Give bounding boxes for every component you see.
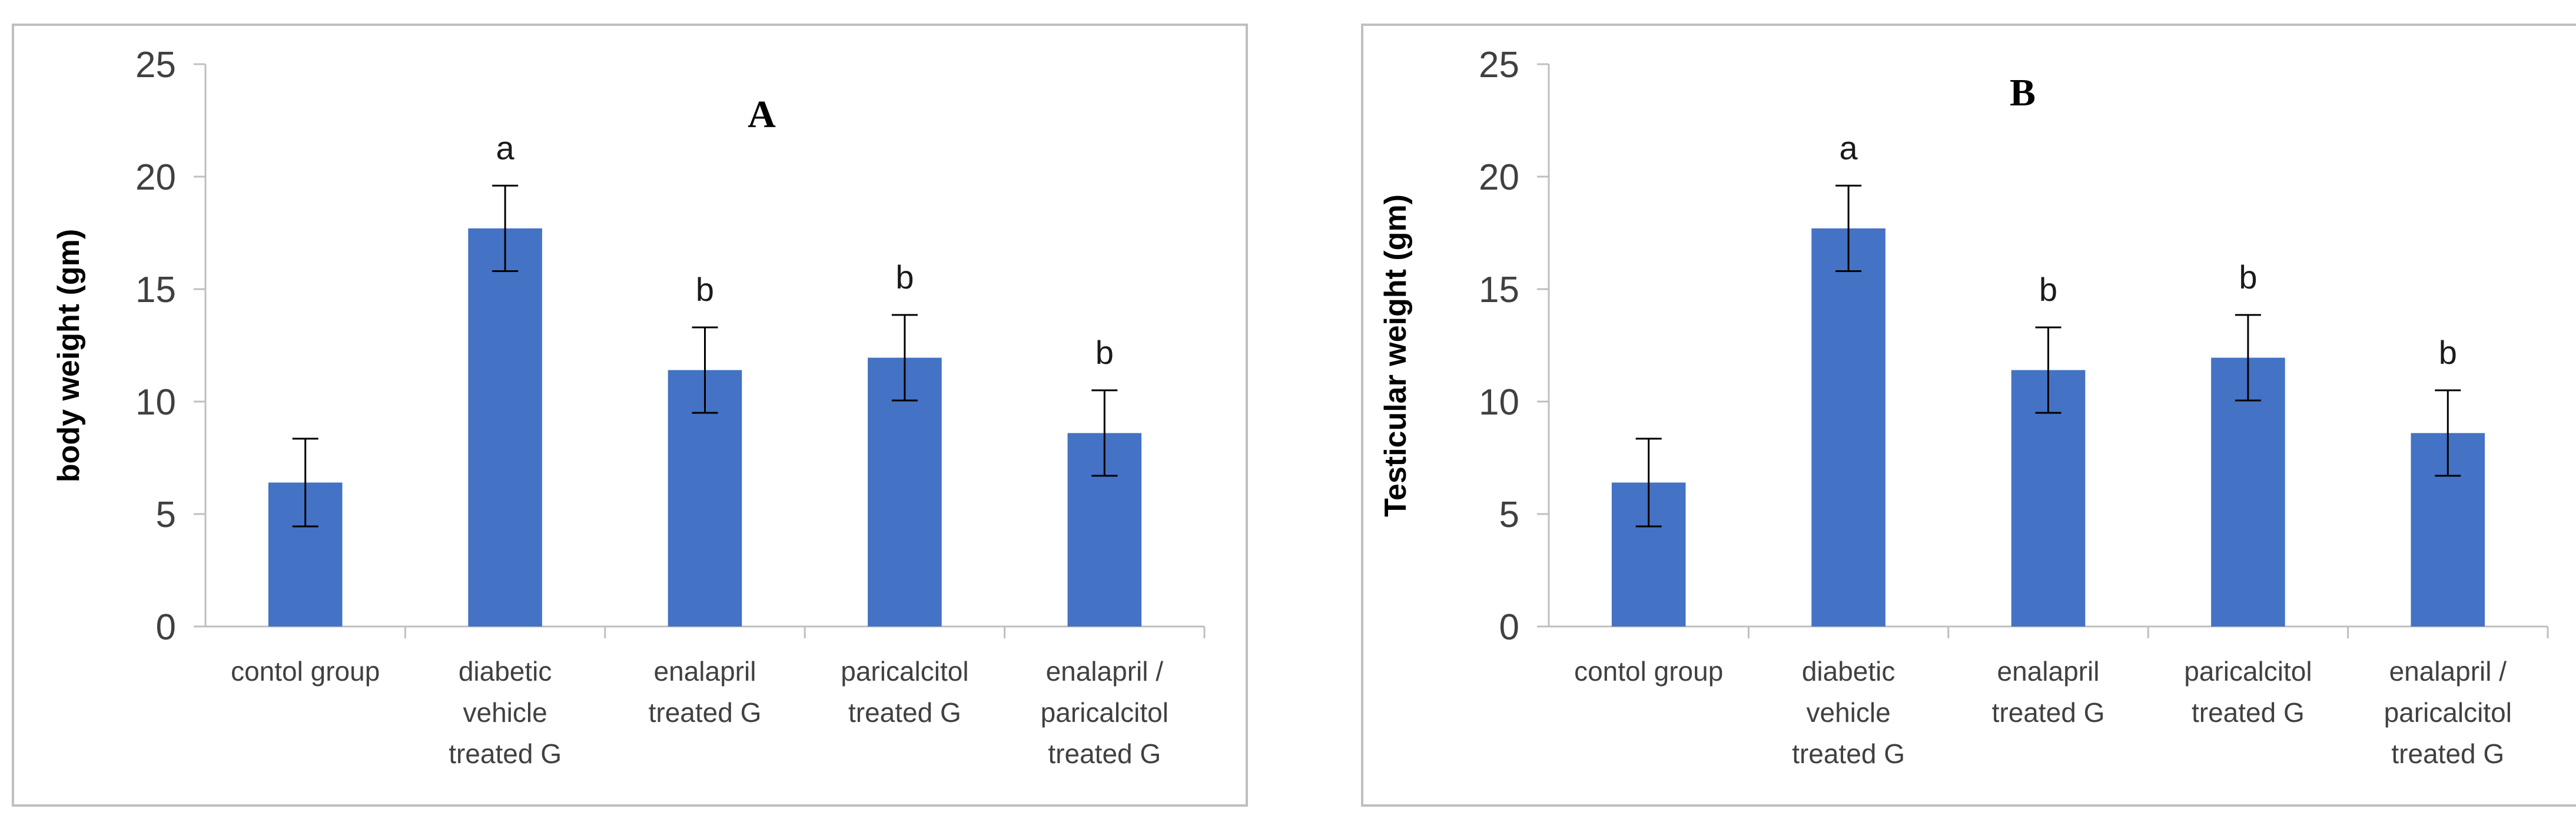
significance-label: b (895, 258, 914, 296)
x-tick-label: contol group (1574, 656, 1723, 687)
x-tick-label: contol group (231, 656, 380, 687)
bar (2211, 357, 2285, 627)
x-tick-label: diabetic (1802, 656, 1896, 687)
chart-title: B (2010, 71, 2036, 114)
x-tick-label: enalapril / (1046, 656, 1164, 687)
y-tick-label: 0 (1499, 607, 1519, 648)
significance-label: b (2239, 258, 2257, 296)
x-tick-label: paricalcitol (1041, 697, 1169, 728)
y-tick-label: 20 (1479, 157, 1519, 198)
x-tick-label: treated G (848, 697, 961, 728)
y-axis-label: body weight (gm) (52, 229, 86, 482)
y-tick-label: 10 (1479, 382, 1519, 423)
x-tick-label: treated G (1792, 738, 1905, 769)
x-tick-label: paricalcitol (2384, 697, 2512, 728)
chart-panel-a: A body weight (gm) 0 5 10 15 20 25 contol grou… (12, 24, 1248, 807)
significance-label: b (696, 271, 714, 308)
x-tick-label: enalapril (654, 656, 756, 687)
significance-label: a (1840, 129, 1858, 166)
y-tick-label: 15 (135, 270, 176, 310)
x-tick-label: treated G (1048, 738, 1161, 769)
bar (868, 357, 942, 627)
x-tick-label: paricalcitol (2184, 656, 2312, 687)
x-tick-label: treated G (649, 697, 762, 728)
y-tick-label: 5 (156, 495, 176, 535)
y-axis-label: Testicular weight (gm) (1379, 194, 1413, 517)
chart-title: A (748, 93, 776, 136)
chart-panel-b: B Testicular weight (gm) 0 5 10 15 20 25 conto… (1361, 24, 2576, 807)
x-tick-label: treated G (1992, 697, 2105, 728)
significance-label: b (1096, 334, 1114, 371)
significance-label: b (2439, 334, 2457, 371)
chart-b-svg: B Testicular weight (gm) 0 5 10 15 20 25 conto… (1379, 45, 2549, 769)
y-tick-label: 25 (1479, 45, 1519, 85)
x-tick-label: diabetic (459, 656, 552, 687)
y-tick-label: 25 (135, 45, 176, 85)
x-tick-label: treated G (2391, 738, 2504, 769)
x-tick-label: paricalcitol (841, 656, 968, 687)
bar (1811, 228, 1885, 627)
y-tick-label: 0 (156, 607, 176, 648)
y-tick-label: 10 (135, 382, 176, 423)
significance-label: b (2039, 271, 2057, 308)
x-tick-label: vehicle (463, 697, 547, 728)
chart-a-svg: A body weight (gm) 0 5 10 15 20 25 contol grou… (52, 45, 1206, 769)
bar (468, 228, 542, 627)
x-tick-label: enalapril (1997, 656, 2100, 687)
x-tick-label: treated G (449, 738, 562, 769)
x-tick-label: treated G (2192, 697, 2305, 728)
x-tick-label: enalapril / (2389, 656, 2507, 687)
x-tick-label: vehicle (1806, 697, 1890, 728)
y-tick-label: 20 (135, 157, 176, 198)
significance-label: a (496, 129, 515, 166)
y-tick-label: 5 (1499, 495, 1519, 535)
y-tick-label: 15 (1479, 270, 1519, 310)
